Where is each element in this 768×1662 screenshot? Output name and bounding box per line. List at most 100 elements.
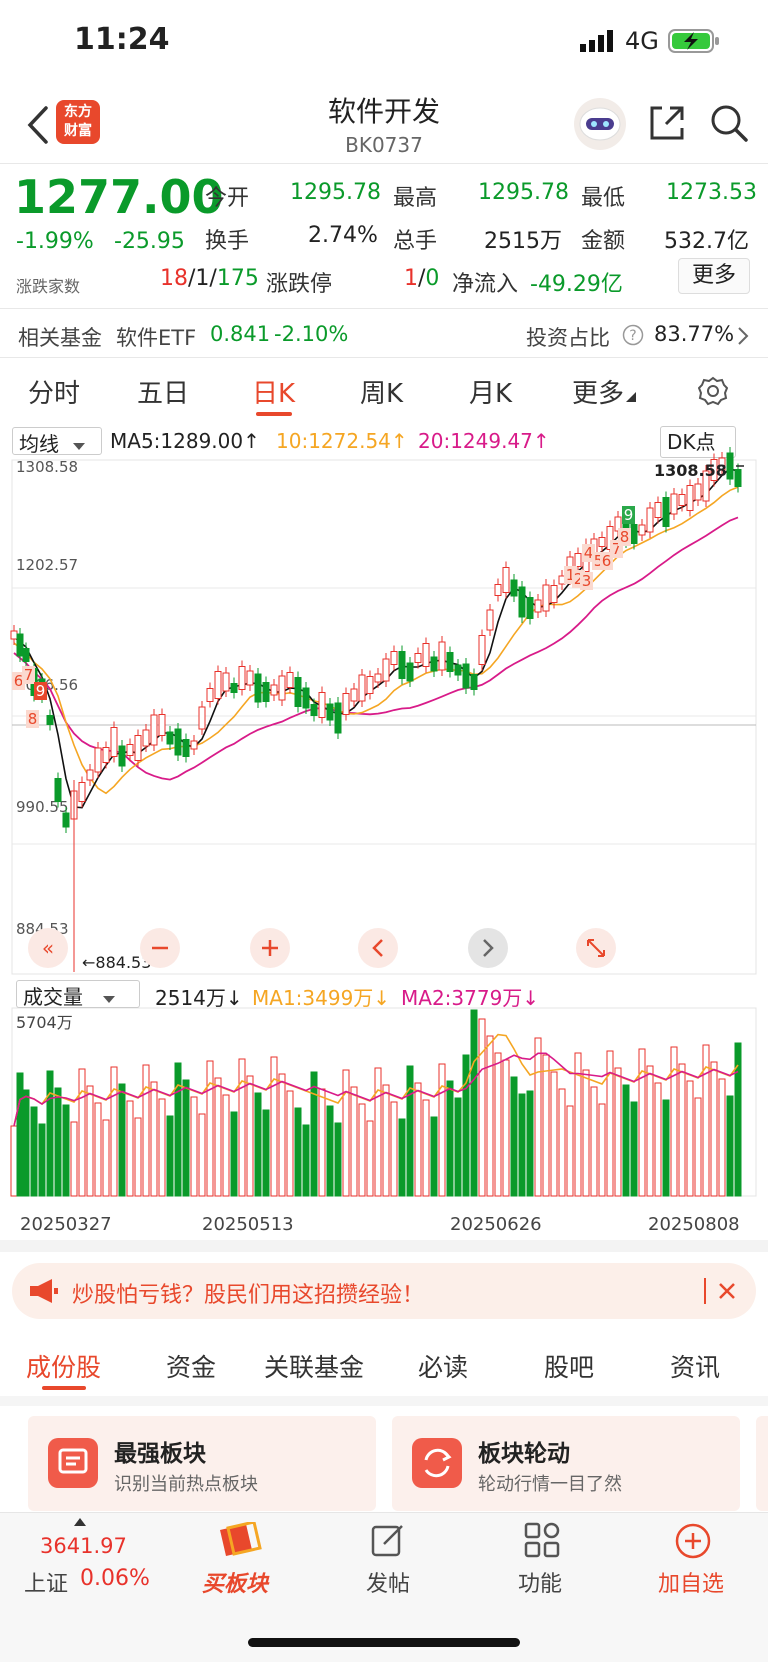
tab-funds[interactable]: 资金 [166, 1353, 217, 1382]
fund-name[interactable]: 软件ETF [116, 326, 197, 350]
nine-turn-label: 5 [594, 552, 604, 570]
volume-bar [54, 1087, 62, 1197]
candle [398, 651, 406, 679]
x-date-label: 20250808 [648, 1214, 740, 1235]
candle [110, 727, 118, 757]
zoom-controls[interactable]: « [28, 928, 616, 968]
ma5-value: MA5:1289.00↑ [110, 429, 260, 453]
app-logo: 东方 财富 [56, 100, 100, 144]
volume-bar [534, 1037, 542, 1197]
next-icon[interactable] [483, 939, 494, 957]
volume-selector[interactable]: 成交量 [16, 980, 140, 1009]
share-icon[interactable] [646, 102, 688, 144]
candle [254, 673, 262, 703]
candle [150, 714, 158, 746]
volume-ma1: MA1:3499万↓ [252, 986, 391, 1010]
gear-icon[interactable] [698, 376, 728, 406]
candle [46, 715, 54, 725]
tab-weekly-k[interactable]: 周K [360, 379, 404, 409]
fullscreen-icon[interactable] [587, 939, 605, 957]
candle [222, 672, 230, 692]
tab-monthly-k[interactable]: 月K [469, 379, 513, 409]
tab-forum[interactable]: 股吧 [544, 1353, 595, 1382]
volume-bar [718, 1078, 726, 1197]
volume-bar [446, 1080, 454, 1197]
volume-bar [638, 1048, 646, 1197]
candle [542, 584, 550, 612]
volume-bar [670, 1046, 678, 1197]
volume-bar [406, 1065, 414, 1197]
volume-bar [454, 1097, 462, 1197]
post-icon[interactable] [370, 1522, 406, 1558]
candle [174, 728, 182, 756]
candle [462, 663, 470, 689]
assistant-robot-icon[interactable] [574, 98, 626, 150]
tab-must-read[interactable]: 必读 [418, 1353, 469, 1382]
tab-related-funds[interactable]: 关联基金 [264, 1353, 365, 1382]
volume-bar [486, 1035, 494, 1197]
candle [598, 537, 606, 547]
volume-bar [22, 1089, 30, 1197]
tab-daily-k[interactable]: 日K [252, 379, 296, 409]
card-partial[interactable] [756, 1416, 768, 1511]
chevron-right-icon[interactable] [736, 326, 750, 346]
y-tick-label: 1308.58 [16, 458, 78, 476]
active-tab-indicator [42, 1386, 86, 1390]
add-watchlist-icon[interactable] [674, 1522, 712, 1560]
help-icon[interactable]: ? [622, 324, 644, 346]
nine-turn-label: 6 [602, 552, 612, 570]
sector-code: BK0737 [345, 133, 423, 157]
promo-text[interactable]: 炒股怕亏钱？股民们用这招攒经验！ [72, 1283, 425, 1308]
candle [486, 609, 494, 631]
volume-bar [430, 1116, 438, 1197]
candle [734, 469, 742, 487]
more-button[interactable]: 更多 [678, 258, 750, 294]
volume-bar [598, 1103, 606, 1197]
nav-post[interactable]: 发帖 [366, 1572, 411, 1597]
tab-five-day[interactable]: 五日 [137, 379, 190, 409]
expand-up-icon[interactable] [74, 1518, 86, 1526]
nine-turn-mark [22, 666, 35, 684]
tab-intraday[interactable]: 分时 [28, 379, 81, 409]
tab-news[interactable]: 资讯 [670, 1353, 721, 1382]
tab-more[interactable]: 更多 [572, 379, 625, 409]
candle [326, 703, 334, 721]
back-chevron-icon[interactable] [22, 102, 62, 148]
ma-selector[interactable]: 均线 [12, 427, 102, 456]
index-value[interactable]: 3641.97 [40, 1534, 127, 1558]
candle [158, 714, 166, 736]
dk-point-button[interactable]: DK点 [660, 426, 736, 458]
nine-turn-label: 3 [582, 572, 592, 590]
fund-price: 0.841 [210, 322, 271, 346]
nav-buy-sector[interactable]: 买板块 [202, 1572, 269, 1597]
prev-icon[interactable] [372, 939, 383, 957]
candle [230, 683, 238, 693]
candle [310, 704, 318, 716]
volume-ma2-line [13, 1052, 739, 1127]
tab-components[interactable]: 成份股 [26, 1353, 102, 1382]
close-icon[interactable] [718, 1282, 736, 1300]
zoom-in-icon[interactable] [262, 940, 278, 956]
search-icon[interactable] [708, 102, 750, 144]
nav-functions[interactable]: 功能 [518, 1572, 563, 1597]
card-strongest-sector[interactable]: 最强板块 识别当前热点板块 [28, 1416, 376, 1511]
volume-bar [118, 1083, 126, 1197]
high-value: 1295.78 [478, 180, 569, 205]
dropdown-icon [73, 443, 86, 450]
dropdown-triangle-icon [626, 392, 636, 402]
nav-add-watchlist[interactable]: 加自选 [658, 1572, 725, 1597]
candle [510, 579, 518, 597]
buy-sector-icon[interactable] [214, 1522, 262, 1560]
index-pct[interactable]: 0.06% [80, 1566, 150, 1591]
index-name[interactable]: 上证 [24, 1572, 69, 1597]
rewind-icon[interactable]: « [42, 936, 54, 960]
volume-bar [390, 1101, 398, 1197]
candle [358, 674, 366, 702]
nine-turn-mark [582, 544, 595, 562]
apps-grid-icon[interactable] [524, 1522, 560, 1558]
candle [342, 693, 350, 715]
card-sector-rotation[interactable]: 板块轮动 轮动行情一目了然 [392, 1416, 740, 1511]
promo-banner[interactable] [12, 1263, 756, 1319]
volume-bar [502, 1059, 510, 1197]
